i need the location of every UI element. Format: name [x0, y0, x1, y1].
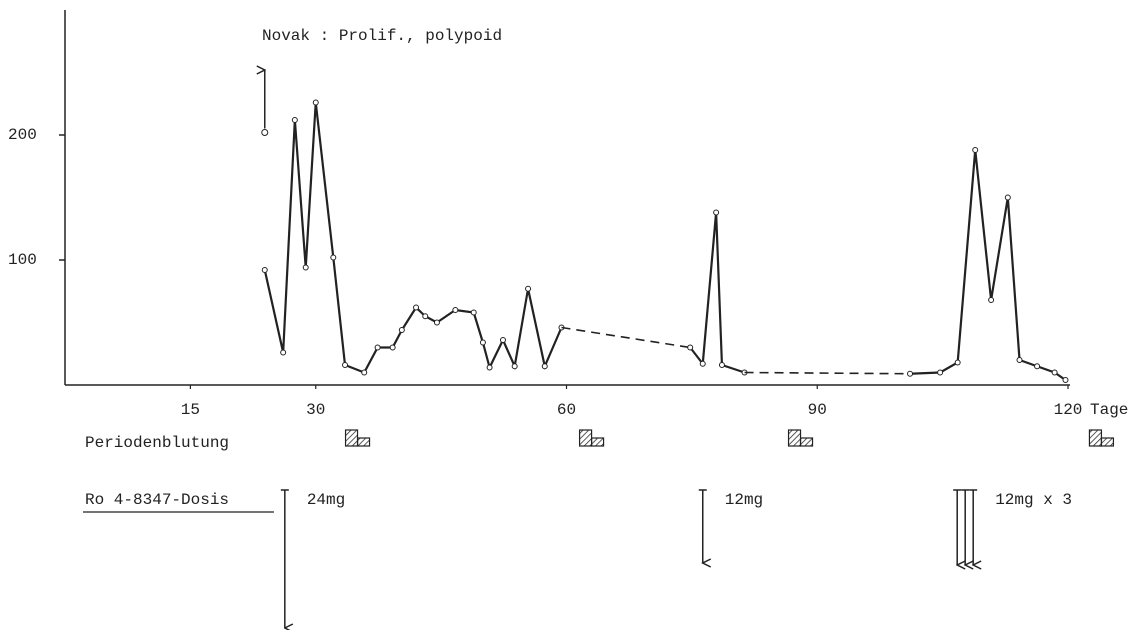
point: [713, 209, 720, 216]
point: [261, 267, 268, 273]
point: [499, 337, 506, 343]
point: [511, 363, 518, 370]
point: [937, 369, 944, 376]
point: [1051, 369, 1058, 376]
point: [972, 147, 979, 153]
bleeding-mark-step: [356, 437, 371, 447]
point: [699, 360, 706, 367]
point: [525, 285, 532, 292]
x-tick-label: 15: [181, 401, 200, 419]
point: [1034, 363, 1041, 370]
point: [389, 344, 396, 351]
point: [280, 349, 287, 356]
bleeding-mark: [787, 429, 802, 447]
bleeding-mark-step: [1100, 437, 1115, 447]
point: [1016, 357, 1023, 363]
point: [291, 117, 298, 123]
point: [302, 264, 309, 271]
line: [909, 149, 1067, 381]
dashed-line: [561, 326, 691, 349]
x-tick-label: 30: [306, 401, 325, 419]
bleeding-mark: [578, 429, 593, 447]
point: [486, 364, 493, 371]
dose-label: 12mg: [725, 491, 763, 509]
dose-label: 24mg: [307, 491, 345, 509]
point: [413, 304, 420, 311]
point: [718, 362, 725, 368]
outlier-point: [261, 129, 269, 136]
point: [330, 254, 337, 261]
point: [452, 307, 459, 313]
point: [988, 297, 995, 303]
point: [541, 363, 548, 370]
point: [954, 359, 961, 366]
chart-title: Novak : Prolif., polypoid: [262, 27, 502, 45]
point: [433, 319, 440, 326]
point: [907, 370, 914, 377]
bleeding-mark: [1088, 429, 1103, 447]
x-axis-label: Tage: [1090, 401, 1128, 419]
y-tick-label: 200: [8, 126, 37, 144]
point: [361, 369, 368, 376]
bleeding-mark-step: [590, 437, 605, 447]
point: [1062, 377, 1069, 383]
x-tick-label: 90: [808, 401, 827, 419]
point: [470, 309, 477, 316]
point: [342, 362, 349, 368]
point: [1004, 194, 1011, 201]
x-tick-label: 60: [557, 401, 576, 419]
dose-label: Ro 4-8347-Dosis: [85, 491, 229, 509]
point: [687, 344, 694, 351]
line: [689, 212, 745, 374]
bleeding-mark-step: [799, 437, 814, 447]
x-tick-label: 120: [1054, 401, 1083, 419]
dashed-line: [744, 371, 911, 375]
point: [312, 99, 319, 106]
dose-label: 12mg x 3: [995, 491, 1072, 509]
line: [263, 102, 563, 374]
bleeding-mark: [344, 429, 359, 447]
point: [374, 344, 381, 351]
bleeding-label: Periodenblutung: [85, 434, 229, 452]
y-tick-label: 100: [8, 251, 37, 269]
point: [479, 339, 486, 346]
point: [422, 313, 429, 320]
point: [398, 327, 405, 333]
